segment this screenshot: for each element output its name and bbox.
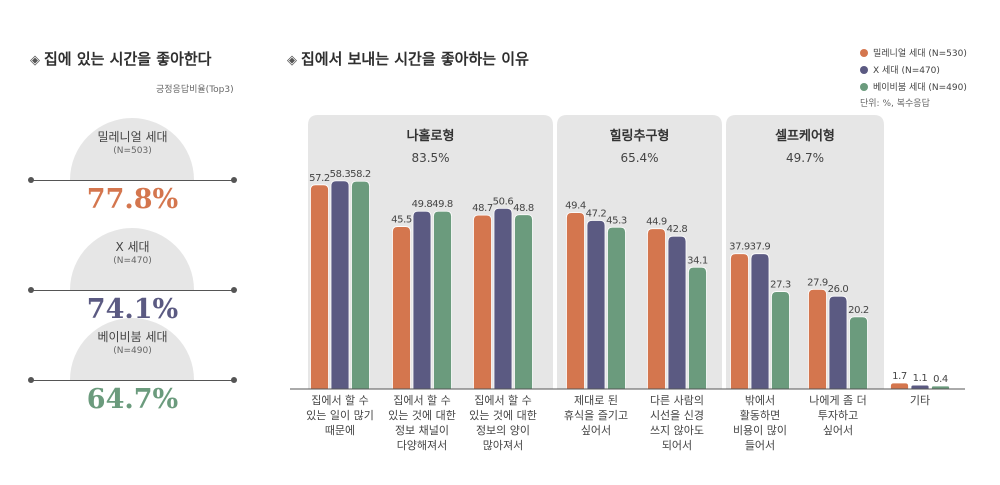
bar (808, 288, 827, 390)
legend-swatch (860, 82, 868, 91)
bar-value-label: 0.4 (933, 374, 948, 385)
bar-value-label: 48.8 (513, 203, 534, 214)
legend-label: X 세대 (N=470) (873, 66, 940, 76)
bar-value-label: 37.9 (750, 242, 771, 253)
bar (647, 228, 666, 390)
divider-dot (231, 177, 237, 183)
bar-value-label: 49.8 (432, 199, 453, 210)
bar-value-label: 20.2 (848, 305, 869, 316)
category-label: 집에서 할 수 있는 것에 대한 정보 채널이 다양해져서 (388, 394, 456, 452)
bar (931, 385, 950, 390)
group-value: 65.4% (620, 151, 658, 165)
left-title-text: 집에 있는 시간을 좋아한다 (44, 50, 212, 68)
bar-value-label: 58.2 (350, 169, 371, 180)
generation-name: X 세대 (115, 240, 150, 254)
category-label: 제대로 된 휴식을 즐기고 싶어서 (564, 394, 628, 437)
bar-value-label: 45.3 (606, 215, 627, 226)
bar-value-label: 27.3 (770, 280, 791, 291)
bar-value-label: 58.3 (330, 169, 351, 180)
generation-name: 밀레니얼 세대 (97, 130, 168, 144)
divider-line (30, 180, 235, 181)
group-label: 셀프케어형 (775, 128, 835, 144)
group-value: 83.5% (411, 151, 449, 165)
bar (566, 212, 585, 390)
bar (890, 382, 909, 390)
bar (514, 214, 533, 390)
bar (433, 210, 452, 390)
bar-value-label: 48.7 (472, 203, 493, 214)
bar (688, 266, 707, 390)
bar (351, 180, 370, 390)
legend-item-millennial: 밀레니얼 세대 (N=530) (860, 46, 967, 59)
bar (667, 235, 687, 390)
bar-value-label: 47.2 (586, 208, 607, 219)
left-subtitle: 긍정응답비율(Top3) (156, 85, 234, 95)
bar-value-label: 50.6 (493, 196, 514, 207)
bar (910, 384, 930, 390)
legend-label: 베이비붐 세대 (N=490) (873, 83, 967, 93)
generation-sample-size: (N=503) (113, 146, 152, 156)
bar-value-label: 49.4 (565, 201, 586, 212)
divider-dot (28, 287, 34, 293)
legend-label: 밀레니얼 세대 (N=530) (873, 49, 967, 59)
bar (392, 226, 411, 390)
legend-item-babyboom: 베이비붐 세대 (N=490) (860, 80, 967, 93)
divider-dot (28, 177, 34, 183)
category-label: 나에게 좀 더 투자하고 싶어서 (809, 394, 867, 437)
category-label: 밖에서 활동하면 비용이 많이 들어서 (733, 394, 787, 452)
unit-note: 단위: %, 복수응답 (860, 99, 930, 109)
left-section-title: ◈ 집에 있는 시간을 좋아한다 (30, 48, 211, 69)
bar (330, 180, 350, 390)
generation-sample-size: (N=490) (113, 346, 152, 356)
bar-value-label: 57.2 (309, 173, 330, 184)
bar (586, 220, 606, 390)
divider-dot (28, 377, 34, 383)
bar-value-label: 37.9 (729, 242, 750, 253)
generation-value: 64.7% (86, 384, 179, 415)
bar-value-label: 26.0 (828, 284, 849, 295)
bar-value-label: 1.1 (913, 373, 928, 384)
bar-value-label: 45.5 (391, 215, 412, 226)
bar (473, 214, 492, 390)
divider-line (30, 290, 235, 291)
bar-value-label: 34.1 (687, 255, 708, 266)
bar (828, 295, 848, 390)
legend-swatch (860, 48, 868, 57)
group-label: 힐링추구형 (610, 128, 670, 144)
bar (771, 291, 790, 390)
bar (412, 210, 432, 390)
legend-swatch (860, 65, 868, 74)
category-label: 집에서 할 수 있는 것에 대한 정보의 양이 많아져서 (469, 394, 537, 452)
bar-value-label: 27.9 (807, 277, 828, 288)
bar (607, 226, 626, 390)
chart-title-text: 집에서 보내는 시간을 좋아하는 이유 (301, 50, 529, 68)
category-label: 집에서 할 수 있는 일이 많기 때문에 (306, 394, 374, 437)
divider-dot (231, 377, 237, 383)
category-label: 다른 사람의 시선을 신경 쓰지 않아도 되어서 (650, 394, 704, 452)
diamond-bullet-icon: ◈ (30, 53, 40, 68)
bar-value-label: 44.9 (646, 217, 667, 228)
bar (493, 207, 513, 390)
chart-title: ◈ 집에서 보내는 시간을 좋아하는 이유 (287, 48, 529, 69)
group-label: 나홀로형 (407, 128, 455, 144)
bar-value-label: 42.8 (667, 224, 688, 235)
bar (750, 253, 770, 390)
bar (849, 316, 868, 390)
legend-item-x: X 세대 (N=470) (860, 63, 940, 76)
category-label: 기타 (910, 394, 930, 407)
bar-value-label: 49.8 (412, 199, 433, 210)
divider-dot (231, 287, 237, 293)
bar-value-label: 1.7 (892, 371, 907, 382)
generation-name: 베이비붐 세대 (97, 330, 168, 344)
divider-line (30, 380, 235, 381)
diamond-bullet-icon: ◈ (287, 53, 297, 68)
generation-value: 77.8% (86, 184, 179, 215)
bar (310, 184, 329, 390)
bar (730, 253, 749, 390)
group-value: 49.7% (786, 151, 824, 165)
generation-sample-size: (N=470) (113, 256, 152, 266)
